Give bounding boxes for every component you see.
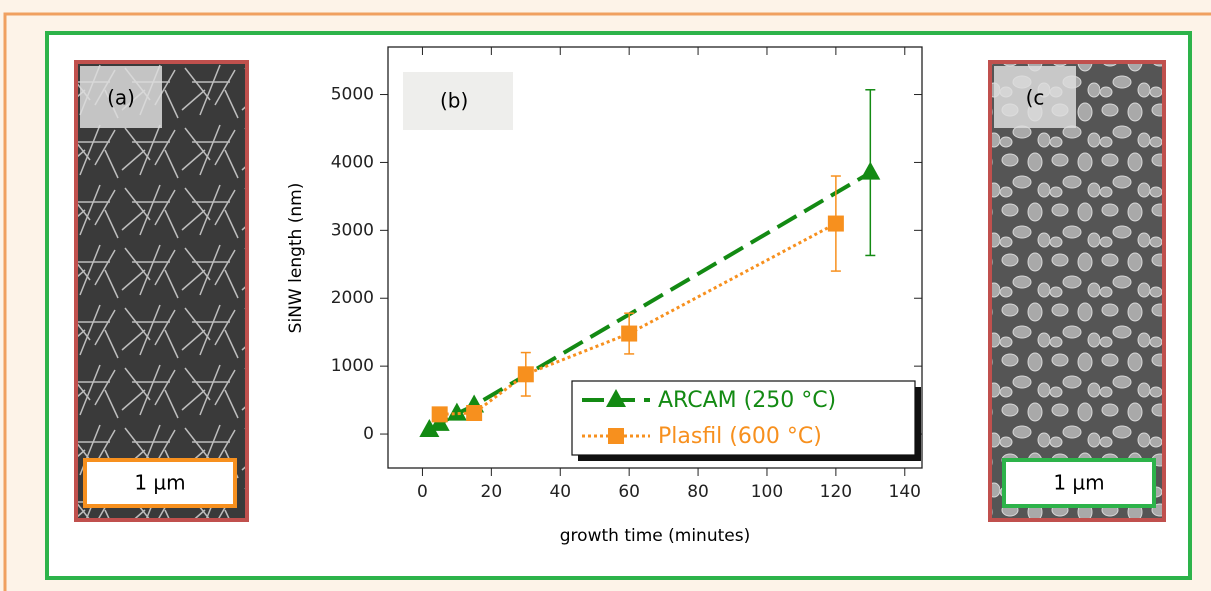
marker — [466, 404, 483, 421]
series-line — [439, 222, 837, 416]
y-tick-label: 5000 — [331, 85, 374, 105]
marker — [517, 366, 534, 383]
x-tick-label: 0 — [417, 482, 428, 502]
label-box — [80, 66, 162, 128]
marker — [419, 418, 440, 437]
sem-image — [74, 60, 249, 522]
marker — [827, 215, 844, 232]
scale-label: 1 µm — [134, 471, 185, 495]
sem-image — [988, 60, 1166, 522]
plot-frame — [387, 46, 923, 469]
marker — [621, 325, 638, 342]
marker — [606, 389, 626, 407]
marker — [608, 428, 624, 444]
y-tick-label: 2000 — [331, 288, 374, 308]
y-tick-label: 3000 — [331, 220, 374, 240]
x-tick-label: 40 — [549, 482, 571, 502]
marker — [431, 406, 448, 423]
y-axis-label: SiNW length (nm) — [286, 183, 306, 334]
legend-label: Plasfil (600 °C) — [658, 424, 822, 449]
legend-label: ARCAM (250 °C) — [658, 388, 836, 413]
x-tick-label: 80 — [687, 482, 709, 502]
chart: (b) growth time (minutes) SiNW length (n… — [286, 46, 923, 546]
marker — [860, 161, 881, 180]
panel-label: (c — [1026, 86, 1045, 110]
label-box — [403, 72, 513, 130]
left-panel: (a) 1 µm — [74, 60, 249, 522]
y-tick-label: 1000 — [331, 356, 374, 376]
outer-frame — [3, 12, 1211, 591]
scale-box — [83, 458, 237, 508]
x-tick-label: 120 — [820, 482, 852, 502]
x-tick-label: 100 — [751, 482, 783, 502]
x-tick-label: 140 — [889, 482, 921, 502]
right-panel: (c 1 µm — [988, 60, 1166, 522]
y-tick-label: 0 — [363, 424, 374, 444]
panel-label: (b) — [440, 89, 468, 113]
panel-label: (a) — [107, 86, 135, 110]
marker — [446, 402, 467, 421]
x-tick-label: 60 — [618, 482, 640, 502]
x-tick-label: 20 — [481, 482, 503, 502]
legend — [571, 380, 916, 456]
scale-box — [1002, 458, 1156, 508]
scale-label: 1 µm — [1053, 471, 1104, 495]
y-tick-label: 4000 — [331, 152, 374, 172]
x-axis-label: growth time (minutes) — [560, 526, 750, 546]
label-box — [994, 66, 1076, 128]
